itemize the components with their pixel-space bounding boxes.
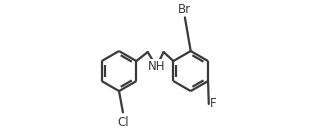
Text: Br: Br	[178, 3, 192, 16]
Text: NH: NH	[148, 60, 165, 73]
Text: F: F	[210, 97, 217, 110]
Text: Cl: Cl	[117, 116, 129, 129]
